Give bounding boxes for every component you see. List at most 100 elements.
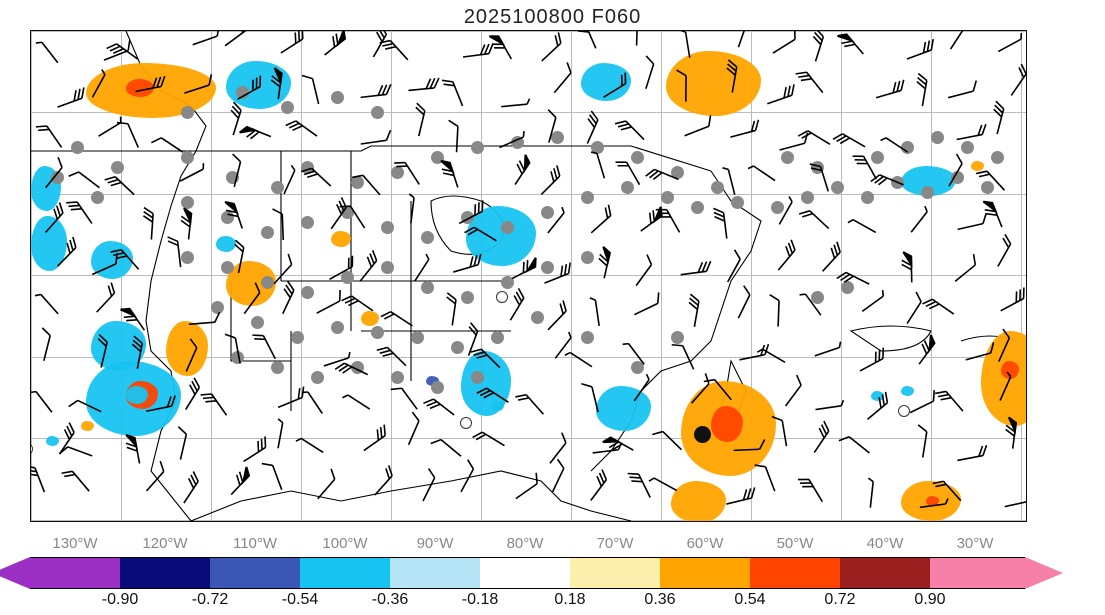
station-marker[interactable] [236,86,249,99]
station-marker[interactable] [251,316,264,329]
colorbar-arrow-high [1025,557,1063,589]
station-marker[interactable] [991,151,1004,164]
station-marker[interactable] [91,191,104,204]
station-marker[interactable] [301,216,314,229]
station-marker[interactable] [421,231,434,244]
station-marker[interactable] [671,331,684,344]
station-marker[interactable] [781,151,794,164]
station-marker[interactable] [841,281,854,294]
station-marker[interactable] [71,141,84,154]
blob-blue-tiny5 [871,391,884,401]
station-marker[interactable] [831,181,844,194]
station-marker[interactable] [381,221,394,234]
station-marker[interactable] [811,291,824,304]
station-marker[interactable] [231,351,244,364]
station-marker[interactable] [871,151,884,164]
station-marker[interactable] [331,321,344,334]
station-marker[interactable] [591,141,604,154]
station-marker[interactable] [411,331,424,344]
station-marker[interactable] [511,136,524,149]
station-marker[interactable] [861,191,874,204]
station-marker[interactable] [371,326,384,339]
station-marker[interactable] [531,311,544,324]
station-marker[interactable] [301,161,314,174]
station-marker[interactable] [391,371,404,384]
station-marker[interactable] [661,191,674,204]
station-marker[interactable] [331,91,344,104]
station-marker[interactable] [111,161,124,174]
station-marker[interactable] [181,106,194,119]
station-marker[interactable] [581,251,594,264]
blob-blue-tiny2 [126,386,148,404]
station-marker[interactable] [901,141,914,154]
blob-blue-sw1 [91,241,133,279]
station-marker[interactable] [301,286,314,299]
station-marker[interactable] [671,166,684,179]
station-marker[interactable] [391,166,404,179]
station-marker[interactable] [271,361,284,374]
station-marker[interactable] [501,276,514,289]
weather-map-root: 2025100800 F060 [0,0,1105,615]
station-marker[interactable] [451,341,464,354]
station-marker[interactable] [181,251,194,264]
station-marker[interactable] [221,261,234,274]
station-marker[interactable] [351,176,364,189]
station-marker[interactable] [421,281,434,294]
station-marker[interactable] [431,151,444,164]
station-marker[interactable] [931,131,944,144]
station-marker[interactable] [631,361,644,374]
station-marker[interactable] [981,181,994,194]
station-marker[interactable] [501,221,514,234]
center-point-marker[interactable] [694,426,711,443]
blob-blue-tiny1 [46,436,59,446]
station-marker[interactable] [461,291,474,304]
station-marker[interactable] [621,181,634,194]
station-marker[interactable] [951,171,964,184]
station-marker[interactable] [271,181,284,194]
station-marker[interactable] [226,171,239,184]
station-marker[interactable] [801,191,814,204]
station-marker[interactable] [631,151,644,164]
station-marker[interactable] [551,131,564,144]
station-marker[interactable] [181,196,194,209]
station-marker[interactable] [431,381,444,394]
station-marker[interactable] [311,371,324,384]
station-marker[interactable] [261,226,274,239]
station-marker[interactable] [341,271,354,284]
colorbar-gradient[interactable] [30,557,1025,589]
blob-orange-quebec [666,51,761,116]
station-marker[interactable] [381,261,394,274]
station-marker[interactable] [211,301,224,314]
station-marker[interactable] [181,151,194,164]
station-marker[interactable] [471,371,484,384]
station-marker[interactable] [51,171,64,184]
station-marker[interactable] [771,201,784,214]
station-marker[interactable] [371,106,384,119]
blob-orange-mexico-gulf [361,311,379,326]
station-marker[interactable] [261,276,274,289]
station-marker[interactable] [891,176,904,189]
station-marker[interactable] [731,196,744,209]
station-marker[interactable] [221,211,234,224]
station-marker[interactable] [921,186,934,199]
station-marker[interactable] [471,141,484,154]
station-marker[interactable] [581,191,594,204]
station-marker[interactable] [541,261,554,274]
station-marker[interactable] [341,206,354,219]
station-marker[interactable] [541,206,554,219]
station-marker[interactable] [291,331,304,344]
station-marker[interactable] [351,361,364,374]
station-marker[interactable] [691,201,704,214]
station-marker[interactable] [491,331,504,344]
page-title: 2025100800 F060 [0,6,1105,29]
station-marker[interactable] [711,181,724,194]
legend-lon-labels: 130°W 120°W 110°W 100°W 90°W 80°W 70°W 6… [30,535,1025,555]
blob-orange-midwest-small [331,231,351,247]
station-marker[interactable] [461,211,474,224]
map-panel: 60°N 50°N 40°N 30°N 20°N 10°N 130°W 120°… [30,30,1027,522]
station-marker[interactable] [811,161,824,174]
station-marker[interactable] [581,331,594,344]
station-marker[interactable] [281,101,294,114]
blob-blue-tiny3 [491,401,504,411]
station-marker[interactable] [961,141,974,154]
